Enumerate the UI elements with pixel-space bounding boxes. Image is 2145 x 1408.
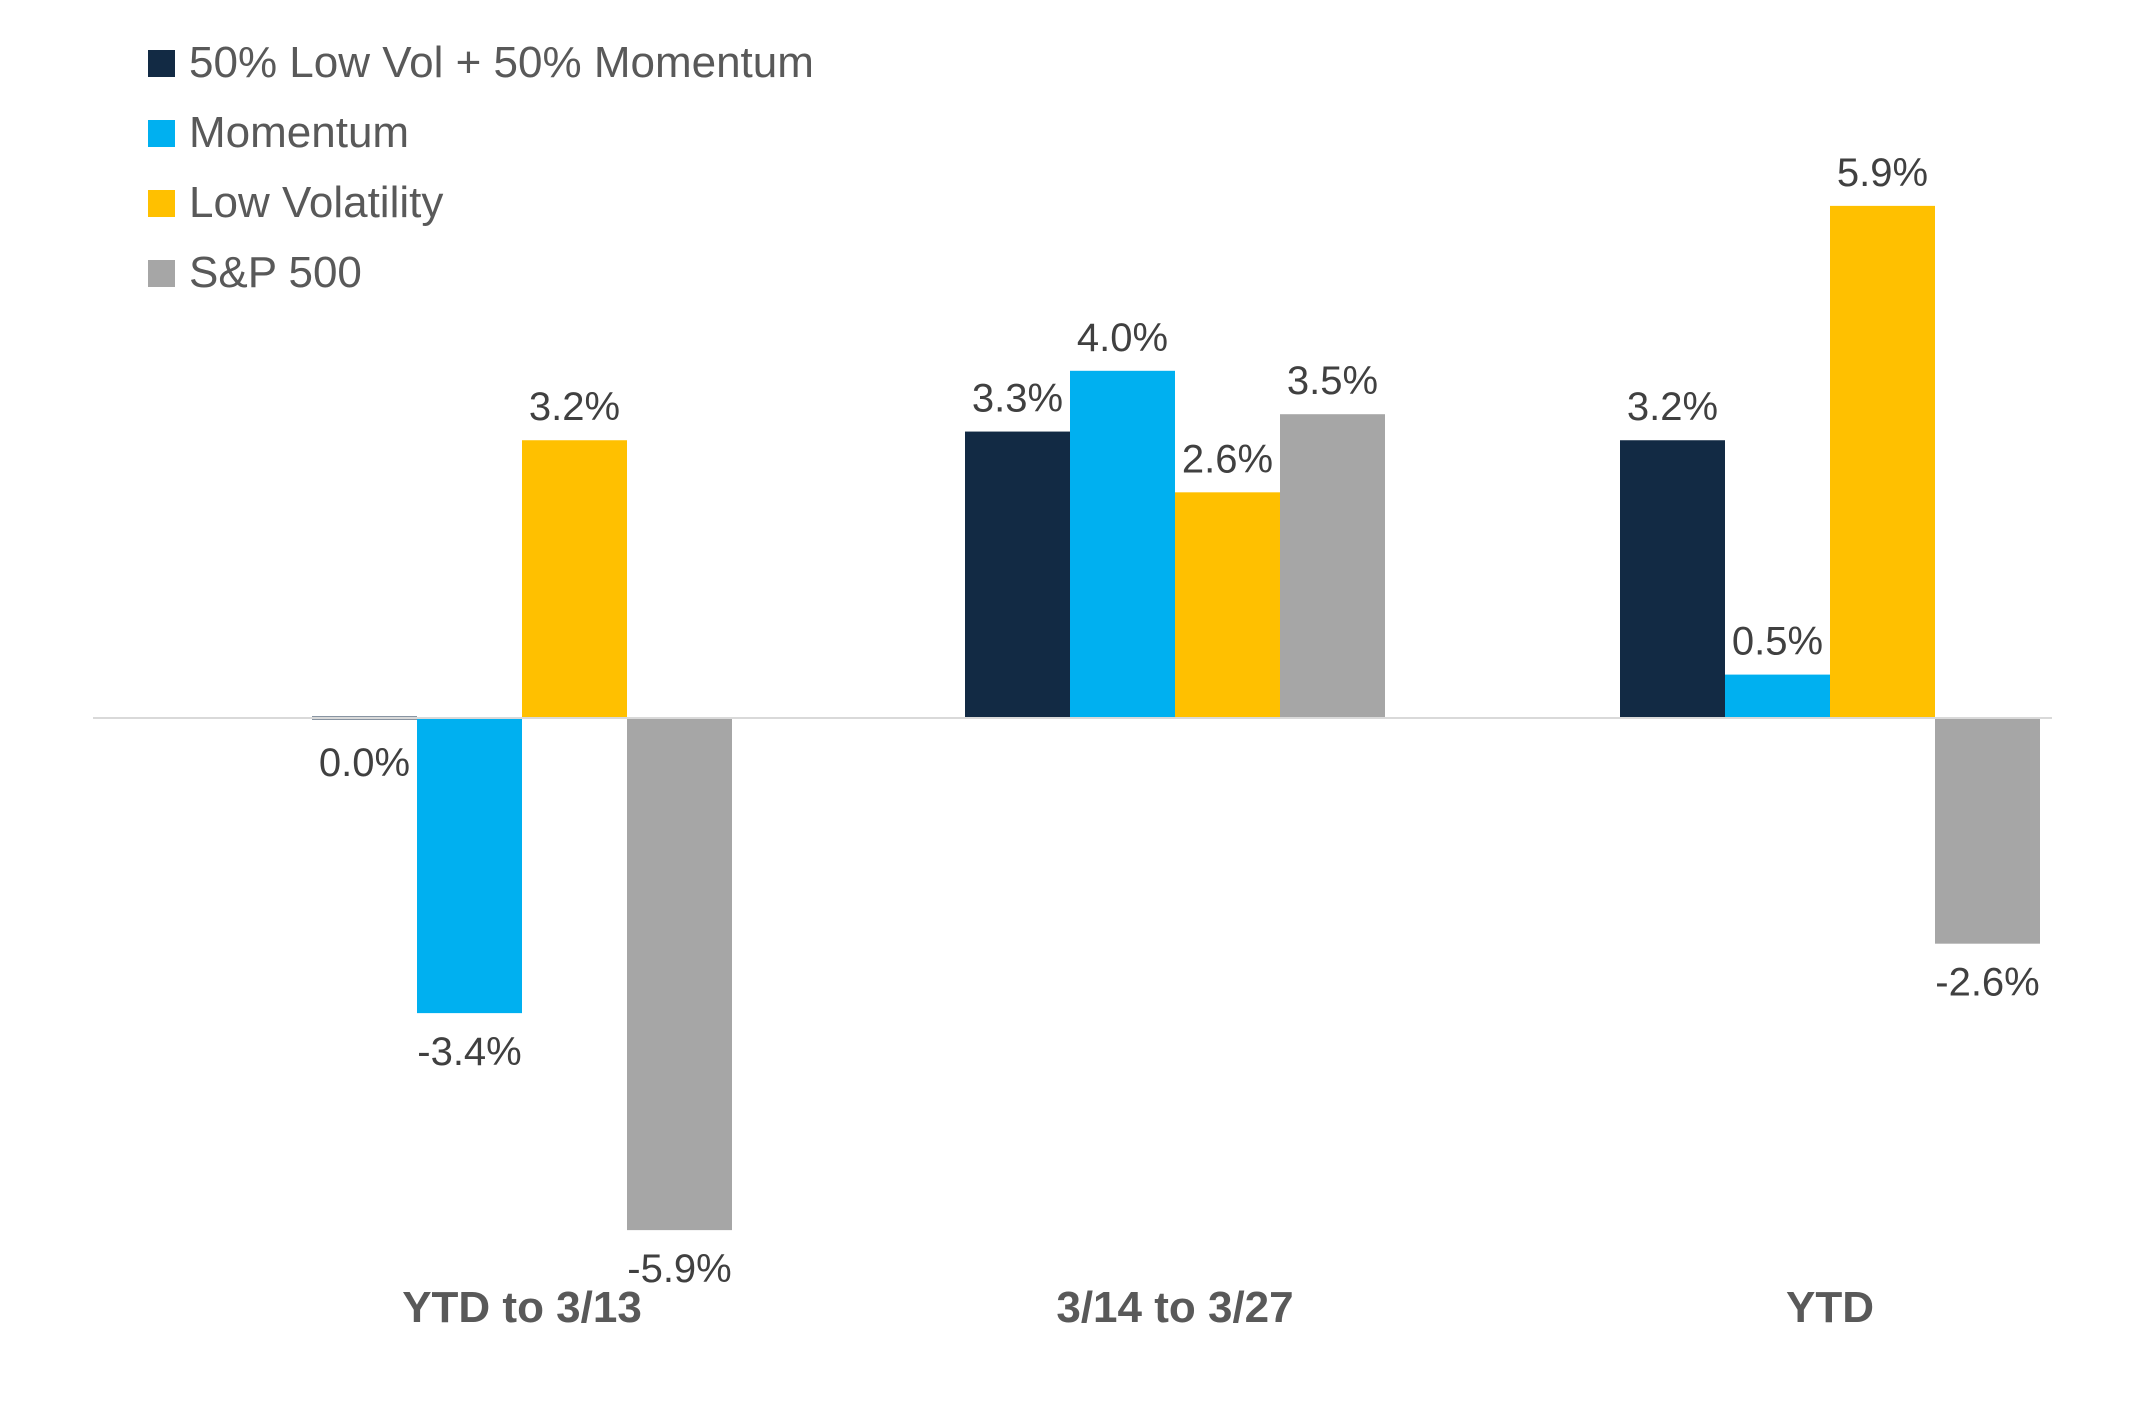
data-label: 4.0% <box>1077 316 1168 360</box>
legend-item: Low Volatility <box>148 168 814 238</box>
bar <box>1620 440 1725 718</box>
bar <box>1725 674 1830 718</box>
data-label: -5.9% <box>627 1247 732 1291</box>
data-label: 0.0% <box>319 741 410 785</box>
legend-item: 50% Low Vol + 50% Momentum <box>148 28 814 98</box>
legend: 50% Low Vol + 50% Momentum Momentum Low … <box>148 28 814 308</box>
category-label: 3/14 to 3/27 <box>1056 1283 1293 1332</box>
data-label: -3.4% <box>417 1030 522 1074</box>
bar <box>1280 414 1385 718</box>
bar <box>965 431 1070 718</box>
category-label: YTD <box>1786 1283 1874 1332</box>
legend-label: 50% Low Vol + 50% Momentum <box>189 38 814 87</box>
bar <box>1070 370 1175 718</box>
bar <box>1175 492 1280 718</box>
category-label: YTD to 3/13 <box>402 1283 642 1332</box>
legend-swatch <box>148 119 175 147</box>
bar <box>627 718 732 1231</box>
data-label: 0.5% <box>1732 620 1823 664</box>
data-label: -2.6% <box>1935 961 2040 1005</box>
bar <box>1830 205 1935 718</box>
data-label: 3.3% <box>972 377 1063 421</box>
data-label: 2.6% <box>1182 437 1273 481</box>
data-label: 5.9% <box>1837 151 1928 195</box>
legend-label: Low Volatility <box>189 178 444 227</box>
data-label: 3.5% <box>1287 359 1378 403</box>
legend-item: S&P 500 <box>148 238 814 308</box>
bar <box>522 440 627 718</box>
legend-label: Momentum <box>189 108 410 157</box>
legend-item: Momentum <box>148 98 814 168</box>
bar <box>1935 718 2040 944</box>
bar <box>417 718 522 1014</box>
legend-label: S&P 500 <box>189 248 362 297</box>
data-label: 3.2% <box>529 385 620 429</box>
legend-swatch <box>148 259 175 287</box>
data-label: 3.2% <box>1627 385 1718 429</box>
legend-swatch <box>148 49 175 77</box>
legend-swatch <box>148 189 175 217</box>
